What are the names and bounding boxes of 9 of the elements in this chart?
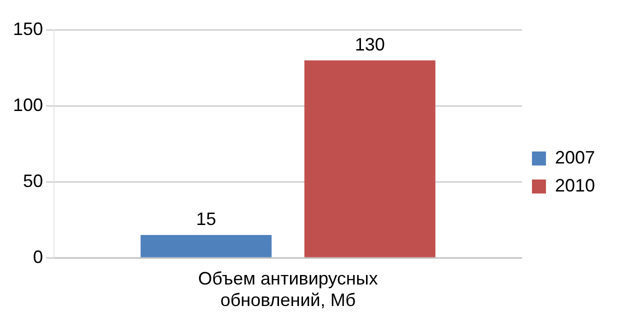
data-label: 15	[196, 208, 216, 229]
legend-label: 2010	[554, 175, 596, 196]
y-tick-label: 50	[23, 170, 44, 191]
legend-label: 2007	[554, 147, 596, 168]
x-tick-label: Объем антивирусных обновлений, Мб	[198, 268, 378, 310]
y-tick-label: 150	[12, 18, 44, 39]
y-tick-label: 100	[12, 94, 44, 115]
data-label: 130	[354, 34, 385, 54]
y-tick-label: 0	[33, 246, 44, 267]
